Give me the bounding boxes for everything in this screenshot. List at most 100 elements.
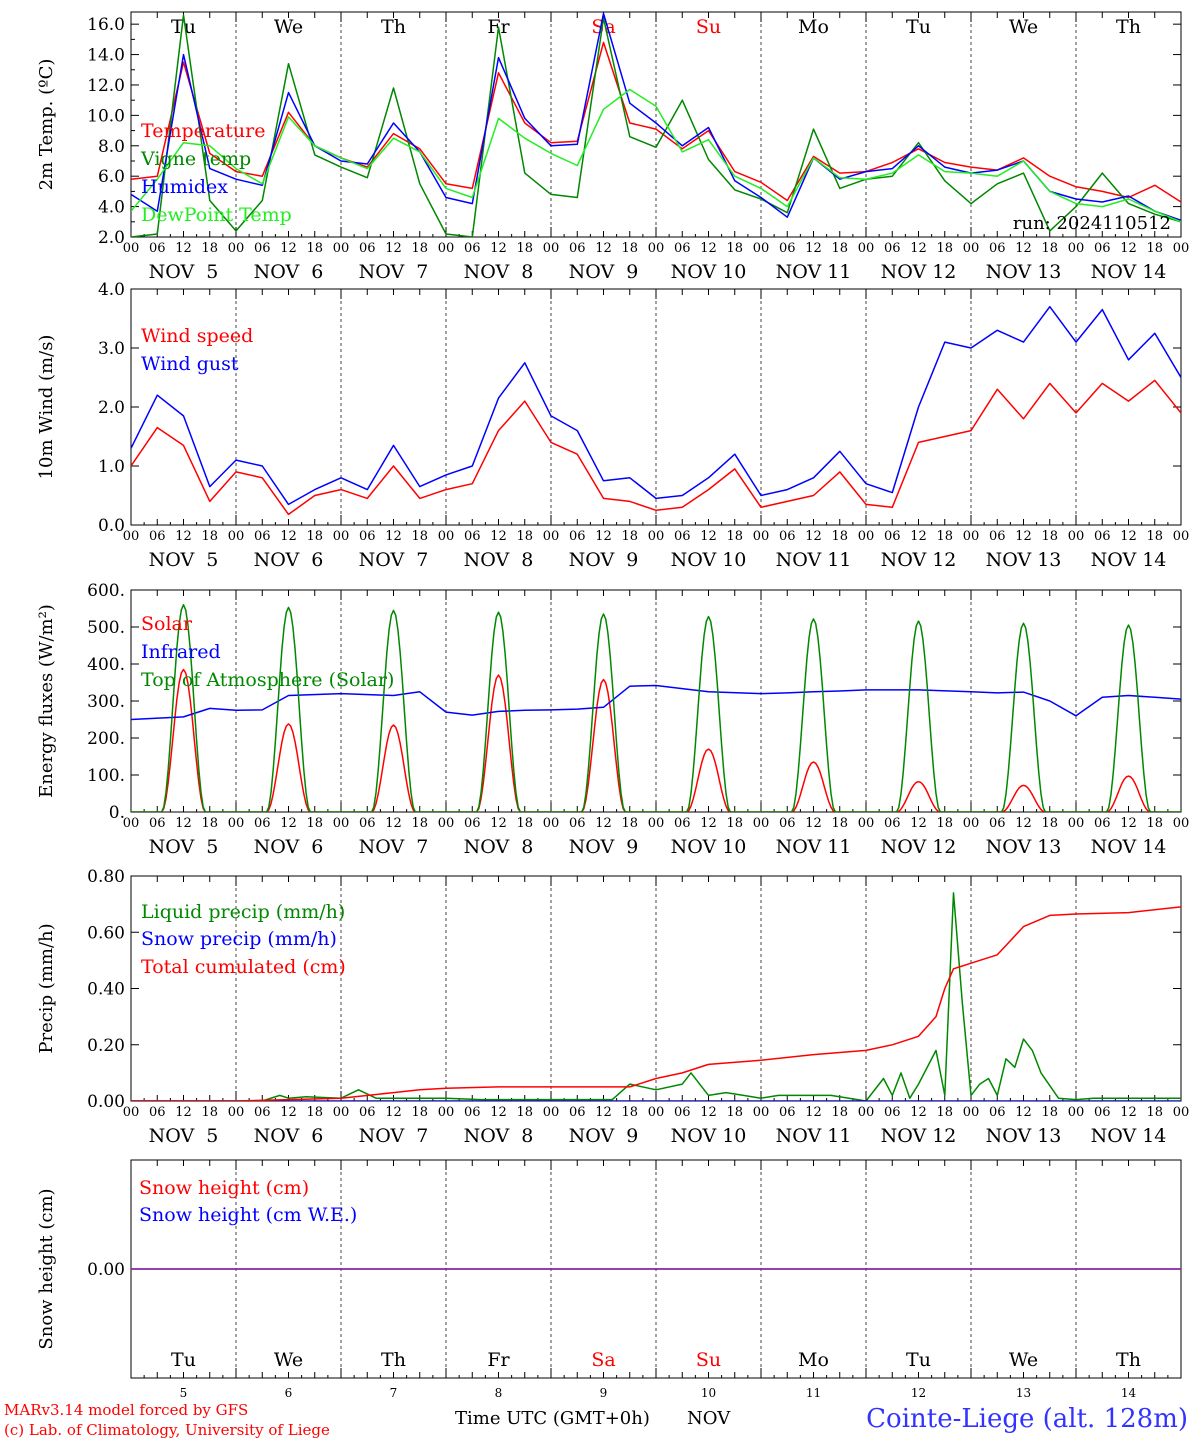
date-label: NOV 5 xyxy=(149,261,219,283)
hour-tick-label: 12 xyxy=(490,241,507,256)
hour-tick-label: 06 xyxy=(989,241,1006,256)
y-tick-label: 2.0 xyxy=(98,398,125,418)
y-tick-label: 0. xyxy=(109,803,125,823)
hour-tick-label: 00 xyxy=(963,529,980,544)
day-name-label: Tu xyxy=(171,16,196,38)
hour-tick-label: 18 xyxy=(516,1105,533,1120)
legend-entry: Total cumulated (cm) xyxy=(141,956,346,978)
hour-tick-label: 12 xyxy=(700,816,717,831)
hour-tick-label: 00 xyxy=(333,816,350,831)
hour-tick-label: 06 xyxy=(464,241,481,256)
y-tick-label: 2.0 xyxy=(98,228,125,248)
hour-tick-label: 18 xyxy=(516,241,533,256)
date-label: NOV 8 xyxy=(464,1125,534,1147)
hour-tick-label: 06 xyxy=(569,529,586,544)
day-name-label: We xyxy=(274,1349,303,1371)
legend-entry: Temperature xyxy=(141,120,265,142)
y-axis-label: Snow height (cm) xyxy=(36,1188,57,1349)
hour-tick-label: 12 xyxy=(490,816,507,831)
hour-tick-label: 12 xyxy=(280,816,297,831)
hour-tick-label: 12 xyxy=(175,529,192,544)
y-tick-label: 14.0 xyxy=(87,46,125,66)
hour-tick-label: 18 xyxy=(621,1105,638,1120)
hour-tick-label: 06 xyxy=(884,241,901,256)
date-label: NOV 13 xyxy=(986,549,1062,571)
hour-tick-label: 18 xyxy=(411,529,428,544)
hour-tick-label: 18 xyxy=(201,1105,218,1120)
hour-tick-label: 00 xyxy=(123,816,140,831)
hour-tick-label: 18 xyxy=(306,1105,323,1120)
hour-tick-label: 00 xyxy=(333,241,350,256)
hour-tick-label: 12 xyxy=(805,529,822,544)
hour-tick-label: 18 xyxy=(306,816,323,831)
hour-tick-label: 18 xyxy=(1041,529,1058,544)
hour-tick-label: 06 xyxy=(569,1105,586,1120)
hour-tick-label: 06 xyxy=(779,529,796,544)
date-label: NOV 8 xyxy=(464,261,534,283)
day-number-label: 12 xyxy=(911,1386,926,1400)
date-label: NOV 14 xyxy=(1091,261,1167,283)
hour-tick-label: 18 xyxy=(1146,241,1163,256)
day-number-label: 7 xyxy=(390,1386,398,1400)
hour-tick-label: 00 xyxy=(1068,1105,1085,1120)
hour-tick-label: 18 xyxy=(201,816,218,831)
series-line-infrared xyxy=(131,684,1181,721)
date-label: NOV 6 xyxy=(254,261,324,283)
hour-tick-label: 18 xyxy=(411,241,428,256)
legend-entry: Liquid precip (mm/h) xyxy=(141,901,345,923)
hour-tick-label: 12 xyxy=(175,1105,192,1120)
series-line-temperature xyxy=(131,41,1181,203)
hour-tick-label: 12 xyxy=(910,241,927,256)
hour-tick-label: 00 xyxy=(543,1105,560,1120)
date-label: NOV 10 xyxy=(671,261,747,283)
hour-tick-label: 12 xyxy=(385,241,402,256)
hour-tick-label: 06 xyxy=(989,529,1006,544)
hour-tick-label: 12 xyxy=(805,241,822,256)
x-axis-label: Time UTC (GMT+0h) xyxy=(455,1408,650,1429)
footer: MARv3.14 model forced by GFS (c) Lab. of… xyxy=(4,1401,1188,1439)
hour-tick-label: 18 xyxy=(411,1105,428,1120)
y-tick-label: 600. xyxy=(87,581,125,601)
hour-tick-label: 00 xyxy=(858,241,875,256)
hour-tick-label: 00 xyxy=(858,529,875,544)
hour-tick-label: 06 xyxy=(674,1105,691,1120)
hour-tick-label: 12 xyxy=(805,1105,822,1120)
day-number-label: 14 xyxy=(1121,1386,1137,1400)
date-label: NOV 7 xyxy=(359,261,429,283)
hour-tick-label: 18 xyxy=(831,529,848,544)
hour-tick-label: 06 xyxy=(884,529,901,544)
run-annotation: run: 2024110512 xyxy=(1013,213,1171,234)
day-name-label: We xyxy=(1009,16,1038,38)
date-label: NOV 7 xyxy=(359,1125,429,1147)
hour-tick-label: 06 xyxy=(1094,816,1111,831)
day-name-label: Su xyxy=(696,16,721,38)
hour-tick-label: 06 xyxy=(884,1105,901,1120)
y-axis-label: Energy fluxes (W/m²) xyxy=(36,604,57,798)
panel-wind: 0.0 1.0 2.0 3.0 4.0 10m Wind (m/s) 00 06 12 18 00 0… xyxy=(36,280,1189,571)
hour-tick-label: 06 xyxy=(254,241,271,256)
hour-tick-label: 06 xyxy=(464,529,481,544)
date-label: NOV 5 xyxy=(149,836,219,858)
hour-tick-label: 12 xyxy=(1120,1105,1137,1120)
hour-tick-label: 06 xyxy=(254,529,271,544)
day-name-label: Sa xyxy=(591,1349,615,1371)
legend-entry: DewPoint Temp xyxy=(141,204,292,226)
series-line-wind-speed xyxy=(131,379,1181,516)
hour-tick-label: 12 xyxy=(490,1105,507,1120)
date-label: NOV 6 xyxy=(254,836,324,858)
date-label: NOV 11 xyxy=(776,549,852,571)
hour-tick-label: 00 xyxy=(753,529,770,544)
hour-tick-label: 00 xyxy=(648,529,665,544)
legend-entry: Solar xyxy=(141,613,193,635)
date-label: NOV 6 xyxy=(254,549,324,571)
day-number-label: 9 xyxy=(600,1386,608,1400)
hour-tick-label: 06 xyxy=(674,529,691,544)
y-tick-label: 400. xyxy=(87,655,125,675)
hour-tick-label: 18 xyxy=(306,241,323,256)
date-label: NOV 11 xyxy=(776,836,852,858)
hour-tick-label: 06 xyxy=(149,529,166,544)
day-name-label: Su xyxy=(696,1349,721,1371)
hour-tick-label: 12 xyxy=(175,816,192,831)
hour-tick-label: 00 xyxy=(1068,529,1085,544)
